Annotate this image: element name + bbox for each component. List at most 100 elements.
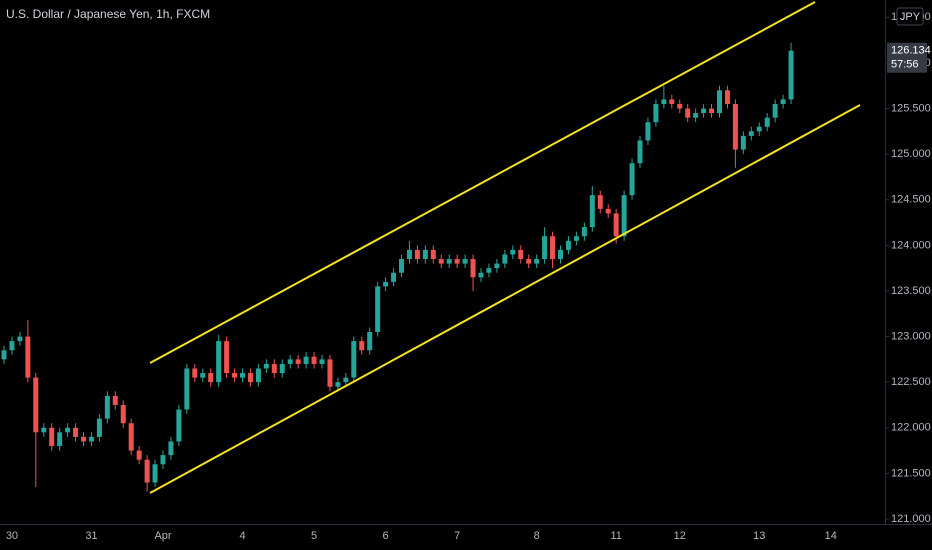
- candle-body: [510, 249, 516, 255]
- axes: 121.000 121.500 122.000 122.500 123.000 123.5…: [6, 7, 931, 542]
- candle-body: [65, 427, 71, 433]
- x-tick-label: Apr: [154, 530, 171, 542]
- candle-body: [406, 249, 412, 260]
- candle-body: [478, 272, 484, 278]
- candle-body: [327, 359, 333, 387]
- lower-channel-line: [149, 104, 861, 494]
- candle-body: [271, 363, 277, 374]
- candle-body: [152, 464, 158, 483]
- candle-body: [247, 373, 253, 383]
- candle-body: [168, 441, 174, 456]
- candle-body: [240, 373, 245, 378]
- candle-body: [57, 432, 63, 447]
- y-tick-label: 125.500: [891, 102, 931, 114]
- x-tick-label: 14: [825, 530, 837, 542]
- candle-body: [192, 368, 198, 378]
- y-tick-label: 125.000: [891, 148, 931, 160]
- candle-body: [160, 455, 166, 465]
- candle-body: [764, 117, 770, 127]
- candle-body: [565, 240, 571, 250]
- candle-body: [581, 227, 587, 237]
- candle-body: [709, 108, 715, 114]
- candle-body: [669, 99, 675, 104]
- countdown-label: 57:56: [891, 59, 919, 71]
- x-tick-label: 5: [311, 530, 317, 542]
- candle-body: [184, 368, 190, 410]
- candle-body: [637, 140, 643, 164]
- candle-body: [788, 50, 794, 100]
- y-tick-label: 121.000: [891, 513, 931, 525]
- candle-body: [73, 427, 79, 437]
- candle-body: [287, 359, 293, 364]
- candle-body: [732, 103, 738, 150]
- candle-body: [200, 373, 206, 378]
- candle-body: [232, 373, 238, 378]
- candle-body: [693, 113, 699, 118]
- candle-body: [311, 356, 317, 364]
- candle-body: [263, 363, 269, 369]
- candle-body: [25, 336, 31, 378]
- candle-body: [502, 254, 508, 264]
- candle-body: [621, 195, 627, 237]
- candle-body: [486, 268, 492, 273]
- candle-body: [534, 259, 540, 264]
- candle-body: [343, 377, 349, 383]
- y-tick-label: 123.000: [891, 330, 931, 342]
- candle-body: [653, 103, 659, 123]
- currency-label: JPY: [900, 11, 921, 23]
- candle-body: [216, 341, 222, 383]
- candle-body: [104, 395, 110, 419]
- candle-body: [772, 103, 778, 118]
- candle-body: [438, 259, 444, 264]
- candle-body: [589, 195, 595, 228]
- candle-body: [88, 436, 94, 442]
- candle-body: [1, 350, 7, 360]
- candle-body: [597, 195, 603, 209]
- candle-body: [526, 259, 532, 264]
- plot-area: [1, 42, 794, 492]
- candle-body: [470, 259, 476, 278]
- candle-body: [446, 259, 452, 264]
- y-tick-label: 122.000: [891, 422, 931, 434]
- x-tick-label: 31: [85, 530, 97, 542]
- candle-body: [144, 459, 150, 483]
- y-tick-label: 122.500: [891, 376, 931, 388]
- x-tick-label: 6: [383, 530, 389, 542]
- candle-body: [701, 108, 707, 114]
- last-price-box: [887, 42, 927, 73]
- candle-body: [295, 359, 301, 364]
- candle-body: [430, 249, 436, 260]
- x-tick-label: 7: [454, 530, 460, 542]
- candle-body: [414, 249, 420, 260]
- candle-body: [128, 423, 134, 451]
- candle-body: [724, 90, 730, 104]
- candle-body: [780, 99, 786, 104]
- candle-body: [351, 341, 357, 378]
- candle-body: [494, 263, 500, 269]
- candle-body: [375, 286, 381, 333]
- candle-body: [49, 427, 55, 447]
- candle-body: [740, 135, 746, 150]
- x-tick-label: 11: [610, 530, 621, 542]
- candle-body: [613, 213, 619, 237]
- candle-body: [748, 131, 754, 136]
- candle-body: [422, 249, 428, 260]
- candle-body: [367, 332, 373, 351]
- candle-body: [391, 272, 397, 282]
- candle-body: [17, 336, 23, 342]
- x-tick-label: 4: [239, 530, 245, 542]
- candle-body: [542, 236, 548, 260]
- candle-body: [9, 341, 15, 351]
- candle-body: [303, 356, 309, 364]
- x-tick-label: 12: [674, 530, 686, 542]
- candle-body: [208, 373, 214, 383]
- y-tick-label: 124.000: [891, 239, 931, 251]
- currency-badge: [896, 7, 924, 26]
- candle-body: [661, 99, 667, 104]
- candle-body: [454, 259, 460, 264]
- candle-body: [756, 126, 762, 132]
- candle-body: [112, 395, 118, 405]
